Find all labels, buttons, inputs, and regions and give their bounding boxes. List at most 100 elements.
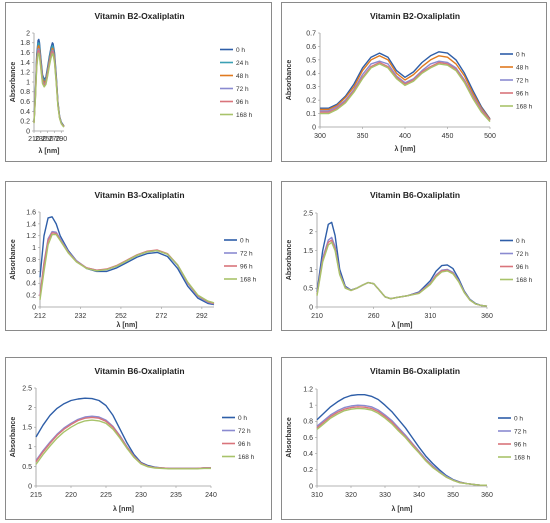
legend-label: 0 h [240,237,249,244]
x-tick-label: 235 [170,492,182,499]
chart-title: Vitamin B2-Oxaliplatin [370,11,460,21]
series-line-0h [316,221,488,307]
legend-label: 0 h [516,238,525,245]
chart-2: Vitamin B2-Oxaliplatin 0 0.1 0.2 0.3 0.4 0.5 0.… [286,11,533,153]
legend-label: 48 h [236,73,249,80]
y-tick-label: 1.5 [22,425,32,432]
y-tick-label: 1.2 [303,386,313,393]
legend-label: 96 h [240,263,253,270]
series-line-96h [320,61,491,121]
x-tick-label: 500 [484,133,496,140]
chart-panel-2: Vitamin B2-Oxaliplatin 0 0.1 0.2 0.3 0.4 0.5 0.… [281,2,547,162]
chart-panel-3: Vitamin B3-Oxaliplatin 0 0.2 0.4 0.6 0.8 1 1.2 1… [5,181,272,331]
chart-panel-4: Vitamin B6-Oxaliplatin 0 0.5 1 1.5 2 2.5 210 260… [281,181,547,331]
y-tick-label: 1.4 [26,221,36,228]
chart-title: Vitamin B3-Oxaliplatin [94,190,184,200]
y-tick-label: 0 [32,304,36,311]
y-tick-label: 0.6 [306,44,316,51]
y-tick-label: 1.5 [303,248,313,255]
series-line-96h [39,232,215,305]
series-line-72h [320,60,491,121]
x-tick-label: 220 [65,492,77,499]
x-axis-label: λ [nm] [117,321,138,329]
y-tick-label: 0.6 [303,435,313,442]
series-line-168h [316,241,488,307]
y-tick-label: 0.2 [20,119,30,126]
x-tick-label: 230 [35,136,47,143]
x-tick-label: 360 [481,492,493,499]
x-tick-label: 210 [28,136,40,143]
y-tick-label: 2 [26,30,30,37]
y-tick-label: 0 [309,304,313,311]
y-tick-label: 0 [312,124,316,131]
chart-1: Vitamin B2-Oxaliplatin 0 0.2 0.4 0.6 0.8 1 1.2 1… [10,11,253,155]
x-tick-label: 292 [196,313,208,320]
series-line-96h [316,406,487,486]
chart-title: Vitamin B2-Oxaliplatin [94,11,184,21]
series-line-168h [316,407,487,486]
legend-label: 72 h [516,251,529,258]
x-tick-label: 450 [442,133,454,140]
x-tick-label: 252 [115,313,127,320]
x-tick-label: 320 [345,492,357,499]
series-line-72h [316,404,487,486]
y-tick-label: 1.2 [26,233,36,240]
legend-label: 168 h [236,112,253,119]
chart-panel-6: Vitamin B6-Oxaliplatin 0 0.2 0.4 0.6 0.8 1 1.2 3… [281,357,547,520]
series-line-72h [316,236,488,307]
y-tick-label: 0 [309,483,313,490]
y-tick-label: 0.5 [303,286,313,293]
x-tick-label: 232 [75,313,87,320]
legend-label: 72 h [240,250,253,257]
chart-5: Vitamin B6-Oxaliplatin 0 0.5 1 1.5 2 2.5 215 220… [10,366,255,513]
y-tick-label: 0 [26,128,30,135]
x-tick-label: 360 [481,313,493,320]
y-axis-label: Absorbance [286,60,293,101]
x-axis-label: λ [nm] [113,505,134,513]
chart-6: Vitamin B6-Oxaliplatin 0 0.2 0.4 0.6 0.8 1 1.2 3… [286,366,531,513]
y-tick-label: 2.5 [303,210,313,217]
legend-label: 72 h [516,77,529,84]
x-tick-label: 340 [413,492,425,499]
legend-label: 0 h [238,415,247,422]
legend-label: 168 h [516,103,533,110]
x-tick-label: 250 [42,136,54,143]
series-line-168h [35,419,211,470]
series-line-0h [39,216,215,306]
y-tick-label: 1.8 [20,40,30,47]
legend-label: 72 h [236,86,249,93]
y-tick-label: 1.6 [26,209,36,216]
y-tick-label: 2 [28,405,32,412]
x-tick-label: 290 [55,136,67,143]
legend-label: 0 h [514,415,523,422]
x-tick-label: 225 [100,492,112,499]
legend-label: 96 h [516,90,529,97]
y-tick-label: 0.4 [306,71,316,78]
legend-label: 24 h [236,60,249,67]
y-tick-label: 0.8 [20,89,30,96]
y-tick-label: 1 [309,403,313,410]
y-tick-label: 0.4 [20,109,30,116]
x-tick-label: 240 [205,492,217,499]
y-axis-label: Absorbance [10,239,17,280]
legend-label: 168 h [516,277,533,284]
chart-3: Vitamin B3-Oxaliplatin 0 0.2 0.4 0.6 0.8 1 1.2 1… [10,190,257,329]
x-tick-label: 400 [399,133,411,140]
legend-label: 96 h [516,264,529,271]
y-tick-label: 0.2 [303,467,313,474]
series-line-48h [320,55,491,121]
legend-label: 0 h [236,47,245,54]
y-tick-label: 1 [28,444,32,451]
x-tick-label: 215 [30,492,42,499]
y-tick-label: 0.5 [306,57,316,64]
legend-label: 72 h [514,428,527,435]
y-tick-label: 0.4 [303,451,313,458]
y-tick-label: 0.5 [22,464,32,471]
y-axis-label: Absorbance [10,62,17,103]
legend-label: 72 h [238,428,251,435]
series-line-0h [320,51,491,120]
y-tick-label: 1.4 [20,60,30,67]
y-tick-label: 0.6 [26,269,36,276]
x-tick-label: 350 [447,492,459,499]
chart-panel-1: Vitamin B2-Oxaliplatin 0 0.2 0.4 0.6 0.8 1 1.2 1… [5,2,272,162]
